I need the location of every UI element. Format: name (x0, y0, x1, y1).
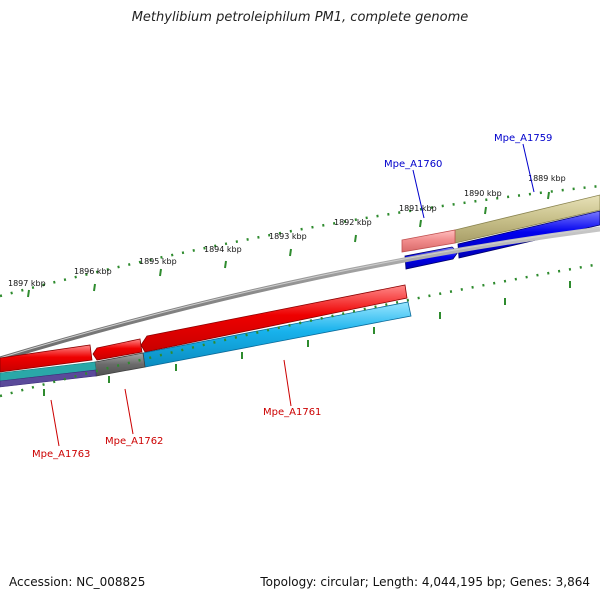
outer-ruler (0, 184, 600, 298)
ruler-label: 1894 kbp (204, 245, 242, 254)
gene-mpe-a1763-arrow[interactable] (0, 344, 93, 373)
genome-backbone-highlight (0, 227, 600, 359)
gene-label-mpe-a1761[interactable]: Mpe_A1761 (263, 407, 321, 418)
leader-line-mpe-a1763 (50, 399, 60, 447)
gene-label-mpe-a1763[interactable]: Mpe_A1763 (32, 449, 90, 460)
ruler-label: 1889 kbp (528, 174, 566, 183)
inner-ruler-major-ticks (43, 281, 571, 396)
leader-lines (50, 143, 535, 447)
accession-label: Accession: NC_008825 (9, 575, 146, 589)
leader-line-mpe-a1762 (124, 388, 134, 435)
inner-ruler (0, 262, 600, 398)
reverse-strand-cds (0, 284, 408, 373)
gene-mpe-a1761-arrow[interactable] (140, 284, 408, 353)
pink-feature-track (401, 229, 456, 253)
inner-ruler-dotted-line (0, 262, 600, 398)
gene-labels: Mpe_A1759 Mpe_A1760 Mpe_A1761 Mpe_A1762 … (32, 133, 552, 460)
genome-summary: Topology: circular; Length: 4,044,195 bp… (260, 575, 590, 589)
leader-line-mpe-a1760 (412, 169, 425, 219)
leader-line-mpe-a1761 (283, 359, 292, 407)
ruler-label: 1897 kbp (8, 279, 46, 288)
gene-label-mpe-a1762[interactable]: Mpe_A1762 (105, 436, 163, 447)
gene-mpe-a1762-arrow[interactable] (92, 338, 143, 361)
map-title: Methylibium petroleiphilum PM1, complete… (131, 10, 469, 25)
genome-backbone (0, 226, 600, 362)
reverse-feature-track (0, 301, 412, 388)
ruler-label: 1892 kbp (334, 218, 372, 227)
ruler-labels: 1897 kbp 1896 kbp 1895 kbp 1894 kbp 1893… (8, 174, 566, 288)
leader-line-mpe-a1759 (522, 143, 535, 193)
ruler-label: 1896 kbp (74, 267, 112, 276)
ruler-label: 1895 kbp (139, 257, 177, 266)
outer-ruler-major-ticks (27, 191, 550, 298)
gene-label-mpe-a1759[interactable]: Mpe_A1759 (494, 133, 552, 144)
ruler-label: 1893 kbp (269, 232, 307, 241)
gene-label-mpe-a1760[interactable]: Mpe_A1760 (384, 159, 442, 170)
purple-feature-track (0, 369, 97, 388)
ruler-label: 1891 kbp (399, 204, 437, 213)
ruler-label: 1890 kbp (464, 189, 502, 198)
